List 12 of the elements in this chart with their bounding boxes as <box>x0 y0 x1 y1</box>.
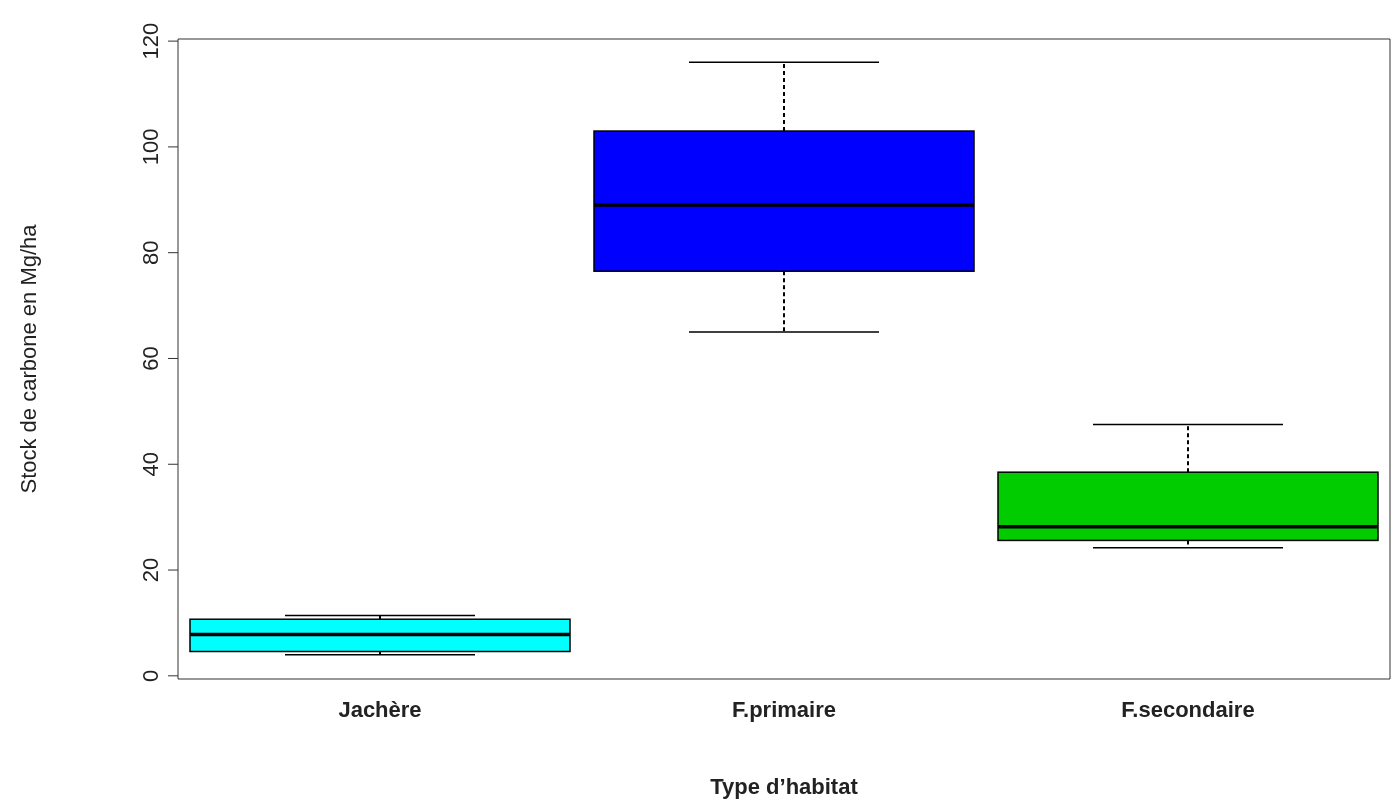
x-tick-label: F.primaire <box>732 696 836 722</box>
y-axis-title: Stock de carbone en Mg/ha <box>15 223 41 494</box>
x-axis-title: Type d’habitat <box>710 774 859 799</box>
y-tick-label: 80 <box>138 240 163 265</box>
y-tick-label: 20 <box>138 557 163 583</box>
y-tick-label: 100 <box>138 128 163 166</box>
y-tick-label: 40 <box>138 452 163 477</box>
y-tick-label: 60 <box>138 346 163 371</box>
x-tick-label: F.secondaire <box>1121 696 1255 722</box>
y-tick-label: 0 <box>138 669 163 682</box>
x-tick-label: Jachère <box>338 696 422 722</box>
y-tick-label: 120 <box>138 22 163 60</box>
